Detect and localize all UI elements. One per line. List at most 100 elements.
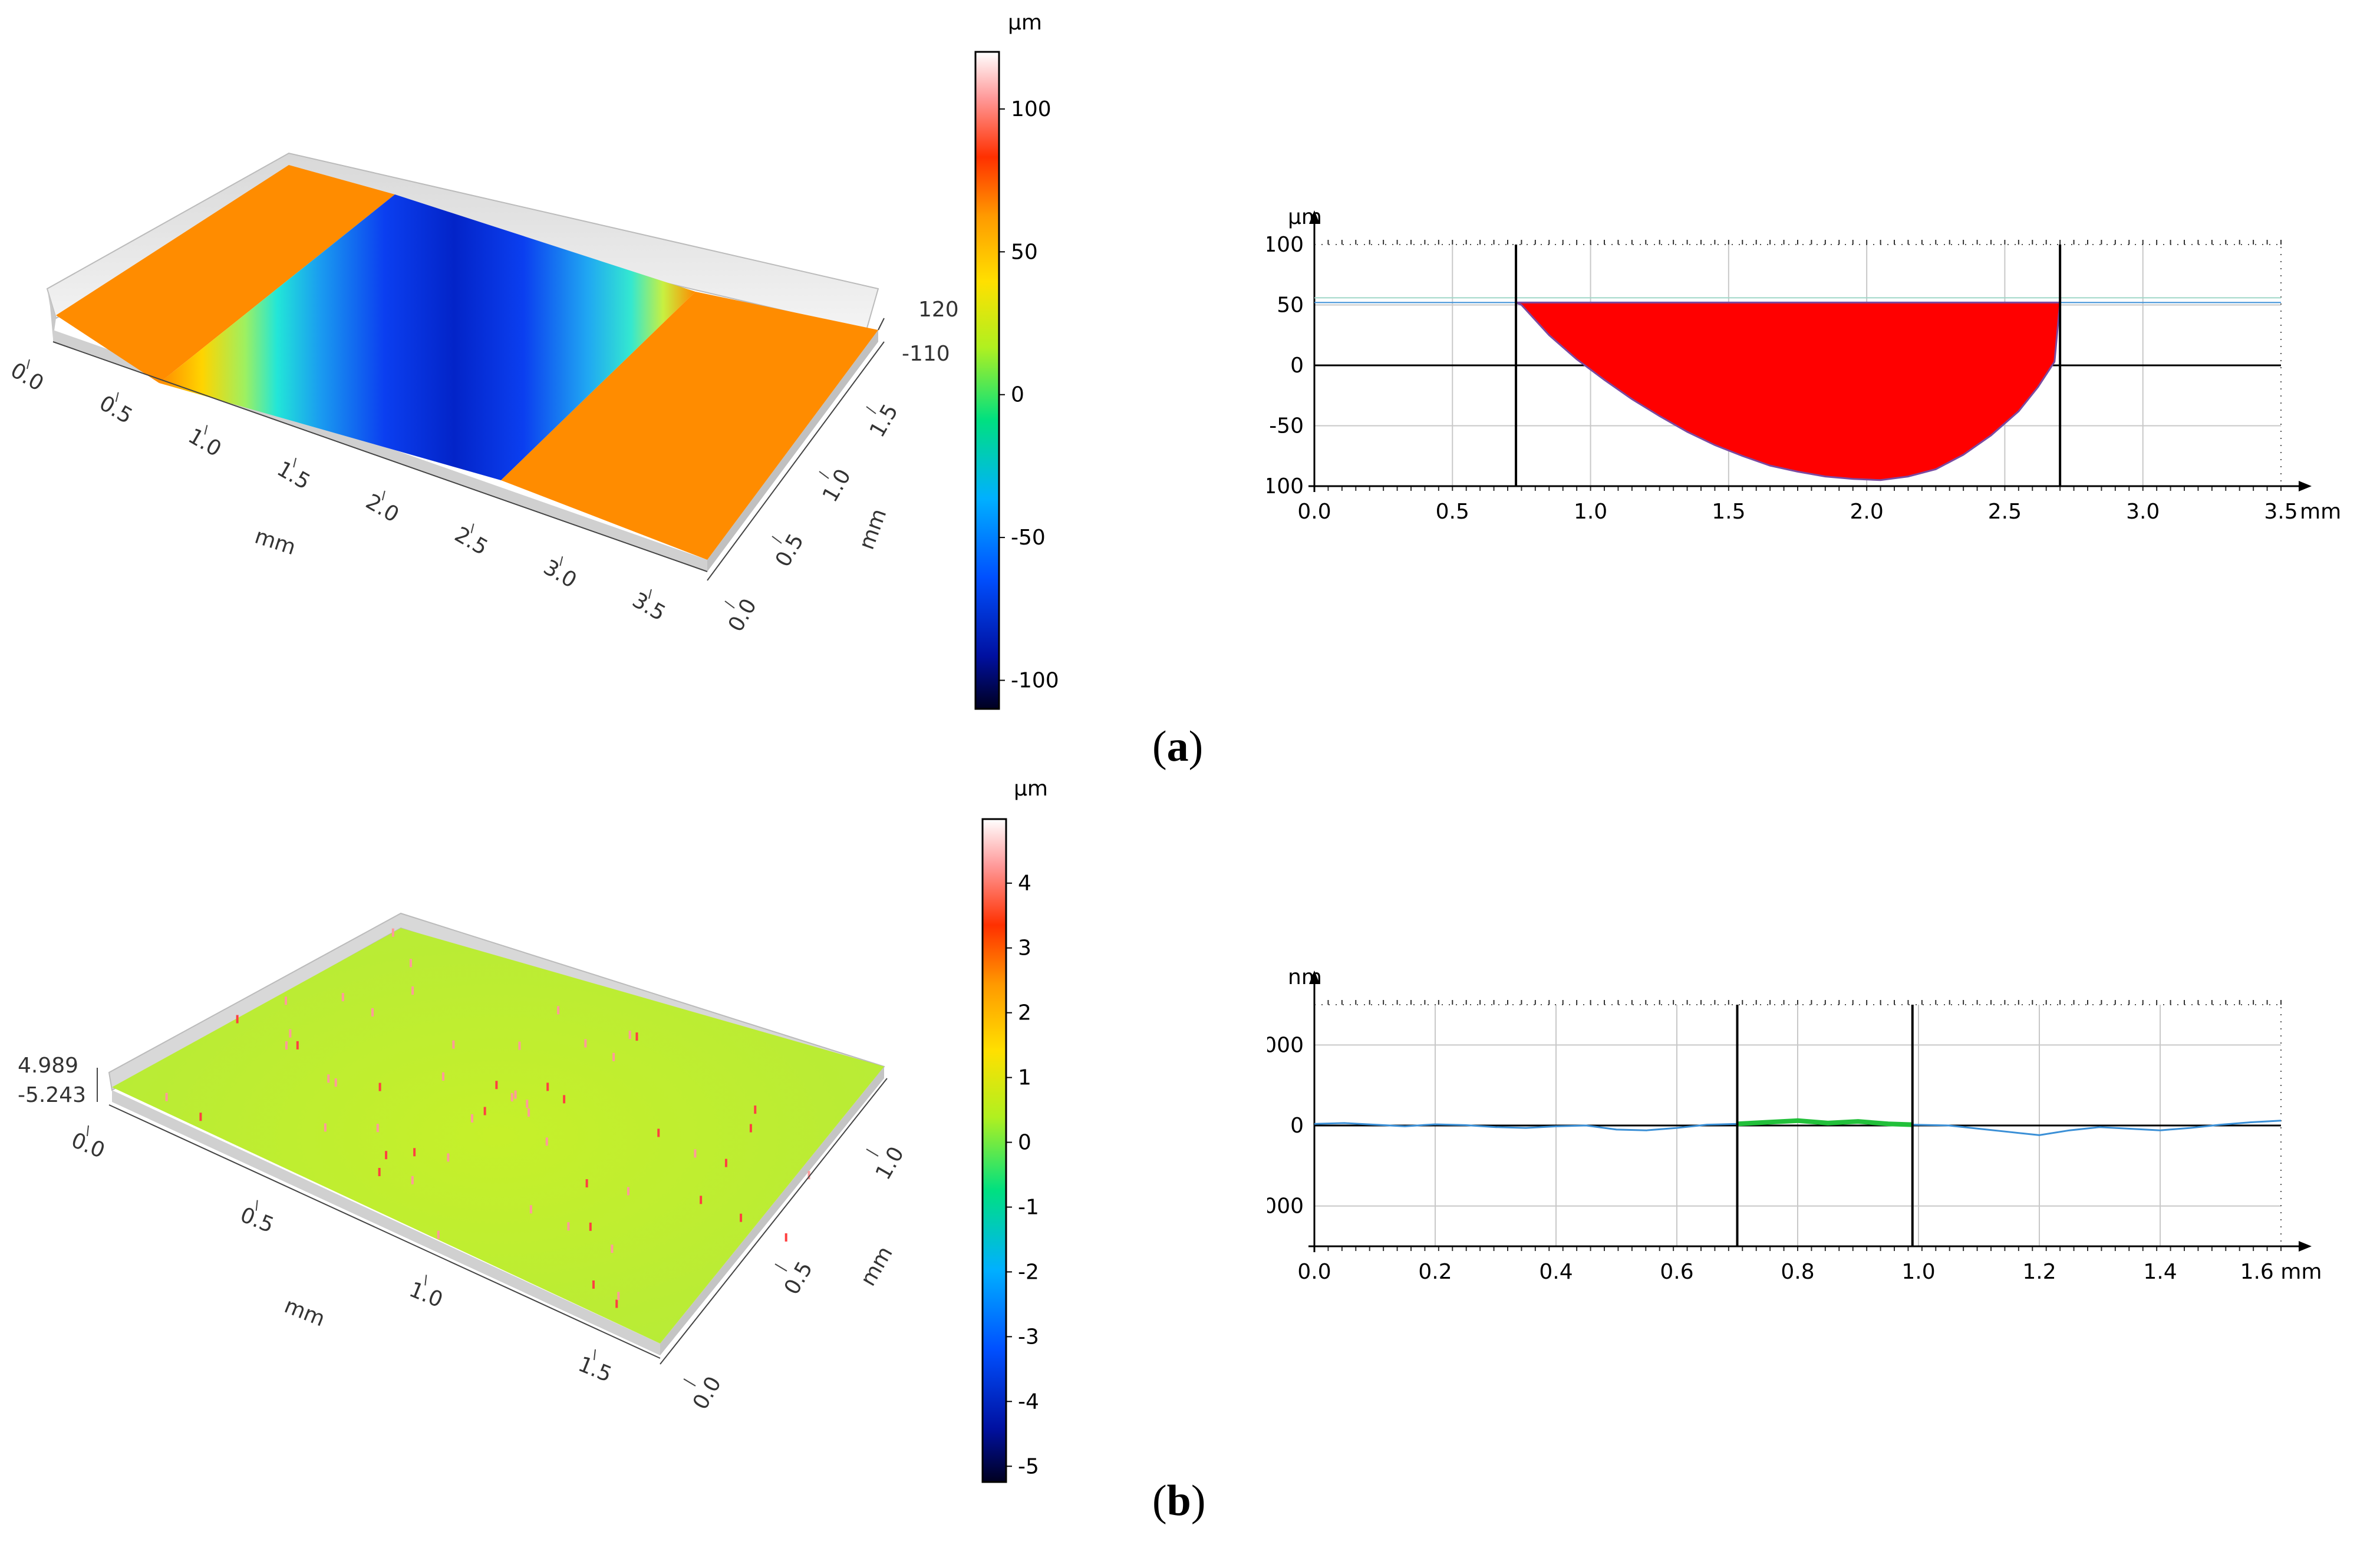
speckle xyxy=(518,1041,521,1050)
profile-segment xyxy=(1737,1118,1913,1127)
tick-mark xyxy=(115,392,119,402)
tick-mark xyxy=(293,457,297,468)
x-tick-label: 1.0 xyxy=(1901,1260,1935,1284)
x-tick-label: 2.0 xyxy=(1850,500,1884,524)
colorbar-a xyxy=(974,51,1000,710)
speckle xyxy=(526,1100,529,1108)
x-tick-label: 3.0 xyxy=(2126,500,2160,524)
y-axis-line xyxy=(660,1078,888,1365)
surface-groove xyxy=(159,194,695,480)
speckle xyxy=(528,1108,530,1117)
tick-label: 3.5 xyxy=(628,588,670,626)
speckle xyxy=(514,1090,517,1099)
y-tick-label: 0 xyxy=(1290,354,1304,378)
speckle xyxy=(391,928,394,937)
x-axis-arrow xyxy=(2299,481,2312,491)
speckle xyxy=(563,1095,566,1104)
x-tick-label: 1.0 xyxy=(1574,500,1607,524)
colorbar-tick-label: -2 xyxy=(1018,1260,1039,1284)
z-axis-line xyxy=(878,318,885,331)
tick-label: 0.0 xyxy=(688,1372,726,1414)
x-tick-label: 1.2 xyxy=(2022,1260,2056,1284)
tick-mark xyxy=(204,425,208,435)
tick-label: 1.5 xyxy=(273,457,314,494)
y-axis-label: mm xyxy=(856,1242,898,1290)
colorbar-tick-label: 100 xyxy=(1011,97,1051,121)
tick-mark xyxy=(866,1148,879,1157)
tick-label: 1.0 xyxy=(818,465,856,506)
speckle xyxy=(584,1039,587,1048)
colorbar-tick-label: -50 xyxy=(1011,526,1046,550)
colorbar-unit: µm xyxy=(1014,777,1048,801)
tick-label: 0.0 xyxy=(68,1128,108,1163)
colorbar-unit: µm xyxy=(1008,11,1042,35)
speckle xyxy=(784,1233,787,1242)
speckle xyxy=(545,1137,548,1146)
speckle xyxy=(611,1245,614,1253)
speckle xyxy=(694,1149,697,1158)
speckle xyxy=(341,993,344,1002)
colorbar-tick-label: 1 xyxy=(1018,1066,1031,1090)
profile-area xyxy=(1515,301,2061,481)
speckle xyxy=(470,1114,473,1123)
tick-mark xyxy=(424,1275,427,1286)
tick-mark xyxy=(27,359,30,369)
speckle xyxy=(165,1092,168,1101)
speckle xyxy=(385,1151,388,1160)
speckle xyxy=(371,1008,374,1016)
y-axis-arrow xyxy=(1309,971,1320,984)
speckle xyxy=(700,1196,703,1204)
tick-label: 1.5 xyxy=(575,1352,615,1387)
x-tick-label: 0.8 xyxy=(1781,1260,1814,1284)
speckle xyxy=(447,1153,450,1162)
y-axis-label: mm xyxy=(855,506,892,553)
speckle xyxy=(592,1280,595,1289)
tick-mark xyxy=(87,1125,89,1137)
tick-label: 1.5 xyxy=(865,400,903,441)
z-tick-max: 4.989 xyxy=(18,1054,78,1078)
tick-label: 0.5 xyxy=(237,1203,277,1237)
speckle xyxy=(585,1179,588,1188)
colorbar-b xyxy=(981,818,1007,1483)
x-tick-label: 0.5 xyxy=(1436,500,1469,524)
speckle xyxy=(724,1158,727,1167)
colorbar-tick-label: 0 xyxy=(1011,383,1024,407)
x-tick-label: 1.5 xyxy=(1712,500,1745,524)
speckle xyxy=(413,1148,416,1157)
speckle xyxy=(807,1171,810,1180)
speckle xyxy=(409,959,412,968)
panel-a-surface: 0.00.51.01.52.02.53.03.5 mm 0.00.51.01.5… xyxy=(6,11,1059,710)
speckle xyxy=(615,1299,618,1308)
x-axis-label: mm xyxy=(2300,500,2341,524)
tick-label: 0.0 xyxy=(6,358,48,396)
tick-label: 0.5 xyxy=(95,391,136,429)
speckle xyxy=(411,1176,414,1184)
front-wall xyxy=(112,1090,660,1355)
tick-label: 2.5 xyxy=(450,523,492,560)
tick-mark xyxy=(724,600,735,609)
tick-label: 1.0 xyxy=(406,1278,446,1312)
colorbar-ticks: 4 3 2 1 0 -1 -2 -3 -4 -5 xyxy=(1006,872,1039,1478)
speckle xyxy=(617,1292,620,1301)
right-wall xyxy=(707,330,878,572)
tick-label: 1.0 xyxy=(184,424,225,461)
x-tick-label: 0.4 xyxy=(1539,1260,1573,1284)
colorbar-tick-label: -5 xyxy=(1018,1454,1039,1478)
tick-label: 0.0 xyxy=(724,595,762,636)
surface-left-plateau xyxy=(56,165,395,383)
tick-mark xyxy=(772,536,782,544)
colorbar-tick-label: 4 xyxy=(1018,872,1031,896)
panel-label-a: (a) xyxy=(1152,722,1204,771)
y-axis-arrow xyxy=(1309,210,1320,224)
tick-mark xyxy=(470,523,474,533)
tick-mark xyxy=(255,1200,258,1211)
colorbar-tick-label: -3 xyxy=(1018,1325,1039,1349)
speckle xyxy=(327,1074,330,1083)
speckle xyxy=(236,1015,239,1024)
y-tick-label: -50 xyxy=(1269,414,1304,438)
speckle xyxy=(510,1093,513,1102)
speckle xyxy=(627,1187,629,1196)
tick-label: 0.5 xyxy=(780,1257,817,1299)
